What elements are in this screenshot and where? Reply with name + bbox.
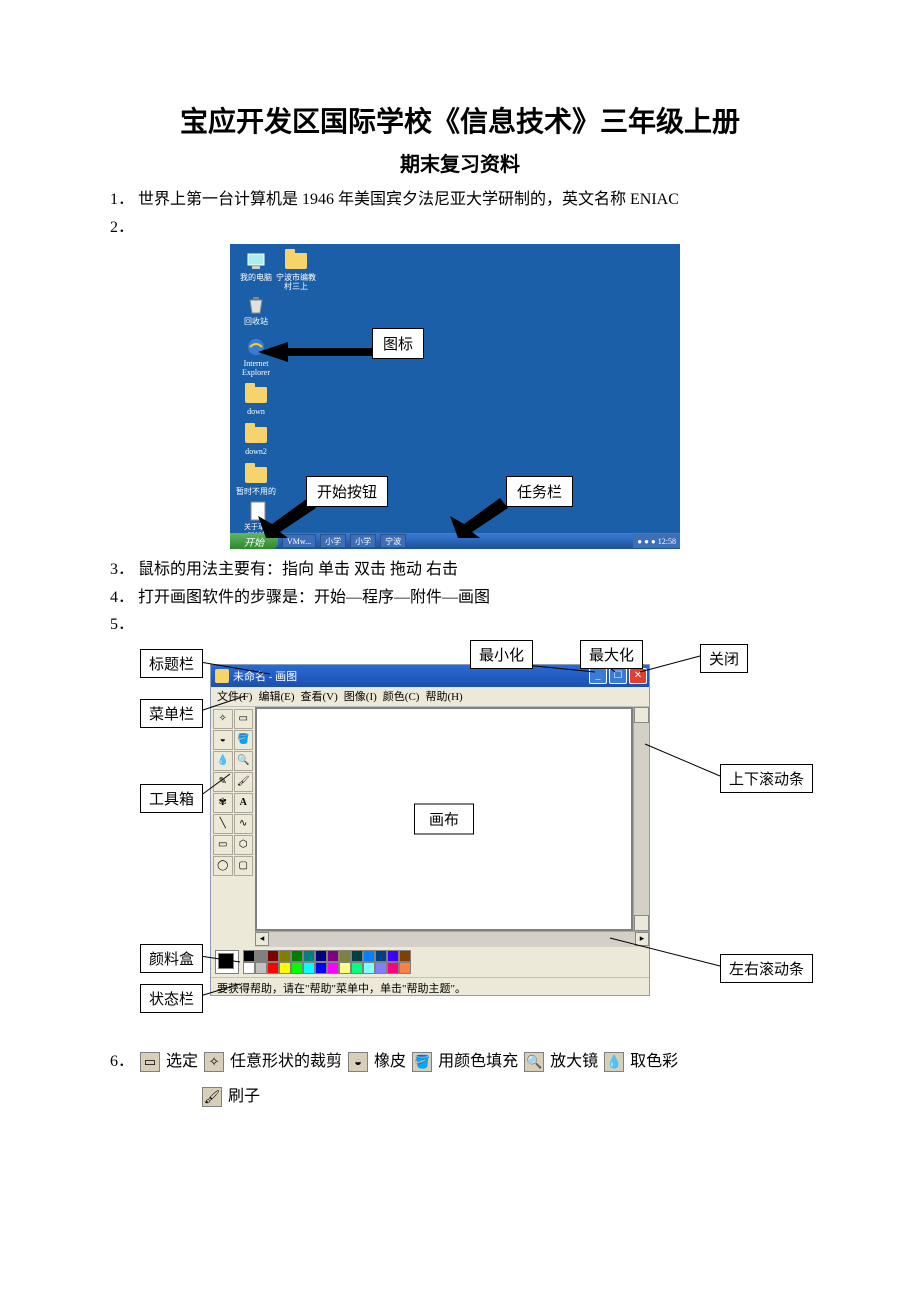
item-number: 6． <box>110 1044 134 1079</box>
tool-magnifier-icon: 🔍 <box>524 1052 544 1072</box>
arrow-icon <box>258 340 373 364</box>
list-item-6-cont: 🖌 刷子 <box>200 1079 810 1114</box>
leader-lines <box>110 644 810 1024</box>
taskbar-item[interactable]: 宁波 <box>380 534 406 548</box>
folder-icon <box>245 424 267 446</box>
icon-label: 暂时不用的 <box>236 488 276 497</box>
tool-label: 选定 <box>166 1053 198 1070</box>
list-item-4: 4． 打开画图软件的步骤是：开始—程序—附件—画图 <box>110 585 810 611</box>
label-hscroll: 左右滚动条 <box>720 954 813 983</box>
tool-label: 任意形状的裁剪 <box>230 1053 342 1070</box>
icon-label: down2 <box>236 448 276 457</box>
document-page: 宝应开发区国际学校《信息技术》三年级上册 期末复习资料 1． 世界上第一台计算机… <box>0 0 920 1174</box>
list-item-6: 6． ▭ 选定 ✧ 任意形状的裁剪 ◒ 橡皮 🪣 用颜色填充 🔍 放大镜 💧 取… <box>110 1044 810 1079</box>
item-number: 5． <box>110 612 134 638</box>
icon-label: down <box>236 408 276 417</box>
label-minimize: 最小化 <box>470 640 533 669</box>
icon-label: 我的电脑 <box>236 274 276 283</box>
tool-picker-icon: 💧 <box>604 1052 624 1072</box>
paint-diagram: 标题栏 菜单栏 工具箱 颜料盒 状态栏 最小化 最大化 关闭 上下滚动条 左右滚… <box>110 644 810 1024</box>
desktop-icon-down2[interactable]: down2 <box>236 424 276 457</box>
list-item-5: 5． <box>110 612 810 638</box>
page-subtitle: 期末复习资料 <box>110 148 810 177</box>
system-tray: ● ● ● 12:58 <box>633 534 680 548</box>
callout-taskbar: 任务栏 <box>506 476 573 507</box>
list-item-3: 3． 鼠标的用法主要有：指向 单击 双击 拖动 右击 <box>110 557 810 583</box>
desktop-icon-folder-1[interactable]: 宁波市编教 村三上 <box>276 250 316 292</box>
desktop-screenshot-container: 我的电脑 宁波市编教 村三上 回收站 Internet Explorer <box>230 244 680 549</box>
desktop-icon-recycle-bin[interactable]: 回收站 <box>236 294 276 327</box>
tool-eraser-icon: ◒ <box>348 1052 368 1072</box>
label-vscroll: 上下滚动条 <box>720 764 813 793</box>
label-maximize: 最大化 <box>580 640 643 669</box>
tool-freeform-icon: ✧ <box>204 1052 224 1072</box>
tool-fill-icon: 🪣 <box>412 1052 432 1072</box>
item-number: 2． <box>110 215 134 241</box>
taskbar-item[interactable]: 小学 <box>350 534 376 548</box>
tool-label: 用颜色填充 <box>438 1053 518 1070</box>
desktop-icon-down[interactable]: down <box>236 384 276 417</box>
tray-icon: ● <box>637 537 642 546</box>
callout-start: 开始按钮 <box>306 476 388 507</box>
item-number: 3． <box>110 557 134 583</box>
label-close: 关闭 <box>700 644 748 673</box>
desktop-icon-my-computer[interactable]: 我的电脑 <box>236 250 276 283</box>
item-number: 1． <box>110 187 134 213</box>
arrow-icon <box>450 498 510 538</box>
label-titlebar: 标题栏 <box>140 649 203 678</box>
desktop-icon-temp[interactable]: 暂时不用的 <box>236 464 276 497</box>
callout-icon: 图标 <box>372 328 424 359</box>
folder-icon <box>285 250 307 272</box>
page-title: 宝应开发区国际学校《信息技术》三年级上册 <box>110 100 810 140</box>
bin-icon <box>245 294 267 316</box>
desktop-screenshot: 我的电脑 宁波市编教 村三上 回收站 Internet Explorer <box>230 244 680 549</box>
tray-icon: ● <box>651 537 656 546</box>
folder-icon <box>245 384 267 406</box>
folder-icon <box>245 464 267 486</box>
item-number: 4． <box>110 585 134 611</box>
taskbar-item[interactable]: 小学 <box>320 534 346 548</box>
list-item-2: 2． <box>110 215 810 241</box>
tool-label: 橡皮 <box>374 1053 406 1070</box>
tool-brush-icon: 🖌 <box>202 1087 222 1107</box>
icon-label: 宁波市编教 村三上 <box>276 274 316 292</box>
pc-icon <box>245 250 267 272</box>
label-statusbar: 状态栏 <box>140 984 203 1013</box>
label-toolbox: 工具箱 <box>140 784 203 813</box>
list-item-1: 1． 世界上第一台计算机是 1946 年美国宾夕法尼亚大学研制的，英文名称 EN… <box>110 187 810 213</box>
tool-label: 取色彩 <box>630 1053 678 1070</box>
tray-time: 12:58 <box>658 537 676 546</box>
item-text: 世界上第一台计算机是 1946 年美国宾夕法尼亚大学研制的，英文名称 ENIAC <box>138 191 679 208</box>
label-menubar: 菜单栏 <box>140 699 203 728</box>
label-colorbox: 颜料盒 <box>140 944 203 973</box>
item-text: 打开画图软件的步骤是：开始—程序—附件—画图 <box>138 589 490 606</box>
tray-icon: ● <box>644 537 649 546</box>
tool-select-icon: ▭ <box>140 1052 160 1072</box>
tool-label: 刷子 <box>228 1088 260 1105</box>
tool-label: 放大镜 <box>550 1053 598 1070</box>
item-text: 鼠标的用法主要有：指向 单击 双击 拖动 右击 <box>138 561 458 578</box>
icon-label: 回收站 <box>236 318 276 327</box>
